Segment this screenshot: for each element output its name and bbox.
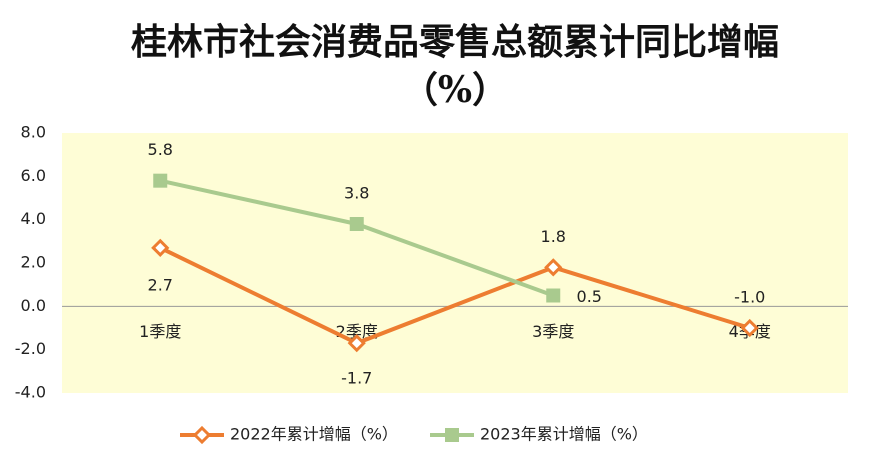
y-tick-label: 8.0	[21, 123, 46, 142]
data-label: -1.7	[341, 369, 372, 388]
chart-title: 桂林市社会消费品零售总额累计同比增幅（%）	[130, 21, 779, 111]
data-label: -1.0	[734, 288, 765, 307]
legend-label: 2023年累计增幅（%）	[480, 425, 648, 444]
marker	[349, 217, 364, 231]
legend-marker	[192, 425, 212, 445]
data-label: 2.7	[148, 275, 173, 294]
data-label: 5.8	[148, 140, 173, 159]
legend-label: 2022年累计增幅（%）	[230, 425, 398, 444]
y-tick-label: -4.0	[15, 383, 46, 402]
marker	[740, 318, 759, 338]
x-tick-label: 3季度	[532, 322, 574, 341]
x-tick-label: 1季度	[139, 322, 181, 341]
plot-area	[62, 133, 848, 393]
y-tick-label: -2.0	[15, 339, 46, 358]
marker	[153, 173, 168, 188]
marker	[151, 238, 170, 257]
y-tick-label: 6.0	[21, 166, 46, 185]
marker	[347, 334, 366, 353]
marker	[546, 288, 561, 303]
data-label: 1.8	[541, 227, 566, 246]
y-tick-label: 0.0	[21, 296, 46, 315]
data-label: 0.5	[577, 287, 602, 306]
legend-marker	[445, 428, 459, 442]
y-tick-label: 2.0	[21, 253, 46, 272]
marker	[544, 258, 563, 277]
y-tick-label: 4.0	[21, 209, 46, 228]
data-label: 3.8	[344, 184, 369, 203]
series-line	[159, 246, 751, 346]
